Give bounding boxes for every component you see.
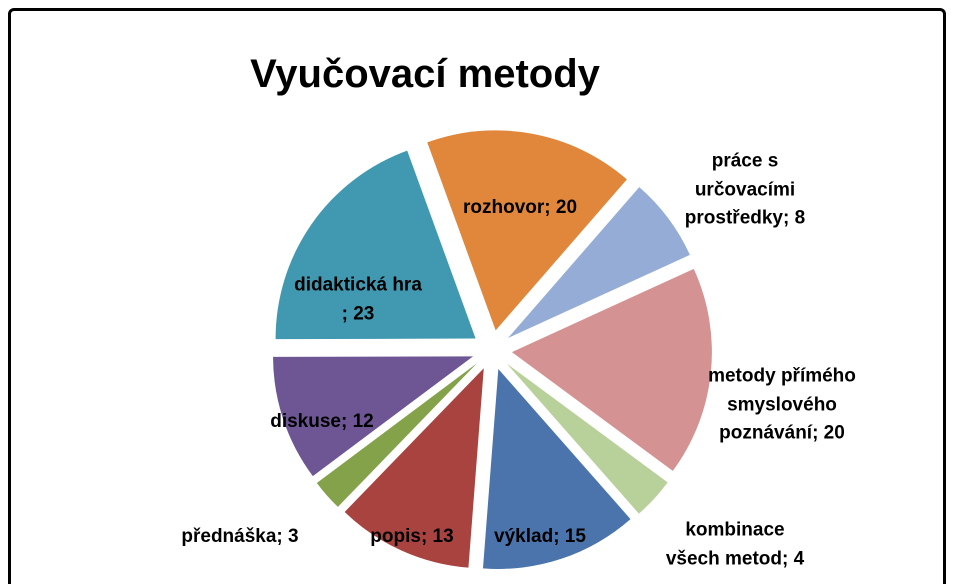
pie-slice bbox=[508, 187, 690, 339]
category-name: diskuse bbox=[270, 410, 341, 432]
pie-slice bbox=[427, 130, 627, 331]
slice-label: přednáška; 3 bbox=[165, 523, 315, 552]
chart-title: Vyučovací metody bbox=[250, 52, 600, 96]
pie-slice bbox=[275, 150, 476, 340]
value-label: ; 20 bbox=[544, 196, 578, 218]
slice-label: diskuse; 12 bbox=[247, 408, 397, 437]
category-name: popis bbox=[370, 525, 421, 547]
pie-slice bbox=[316, 363, 477, 507]
pie-slice bbox=[482, 368, 631, 569]
pie-slice bbox=[273, 356, 474, 477]
category-name: práce s určovacími prostředky bbox=[684, 150, 796, 229]
pie-slice bbox=[344, 368, 484, 568]
category-name: přednáška bbox=[181, 525, 277, 547]
value-label: ; 8 bbox=[783, 207, 806, 229]
category-name: metody přímého smyslového poznávání bbox=[708, 365, 856, 444]
value-label: ; 13 bbox=[420, 525, 454, 547]
value-label: ; 4 bbox=[781, 548, 805, 569]
category-name: didaktická hra bbox=[294, 274, 422, 296]
category-name: výklad bbox=[494, 525, 554, 547]
slice-label: rozhovor; 20 bbox=[445, 194, 595, 223]
slice-label: výklad; 15 bbox=[465, 523, 615, 552]
value-label: ; 3 bbox=[276, 525, 299, 547]
category-name: kombinace všech metod bbox=[665, 519, 785, 570]
pie-slice bbox=[511, 268, 712, 471]
value-label: ; 12 bbox=[341, 410, 374, 432]
slice-label: didaktická hra ; 23 bbox=[283, 272, 433, 329]
value-label: ; 23 bbox=[341, 303, 375, 324]
value-label: ; 20 bbox=[812, 422, 845, 444]
slice-label: práce s určovacími prostředky; 8 bbox=[670, 147, 820, 233]
chart-frame bbox=[8, 8, 946, 584]
category-name: rozhovor bbox=[462, 196, 545, 218]
value-label: ; 15 bbox=[553, 525, 586, 547]
slice-label: popis; 13 bbox=[337, 523, 487, 552]
pie-slice bbox=[506, 363, 668, 514]
slice-label: metody přímého smyslového poznávání; 20 bbox=[707, 362, 857, 448]
slice-label: kombinace všech metod; 4 bbox=[660, 517, 810, 574]
